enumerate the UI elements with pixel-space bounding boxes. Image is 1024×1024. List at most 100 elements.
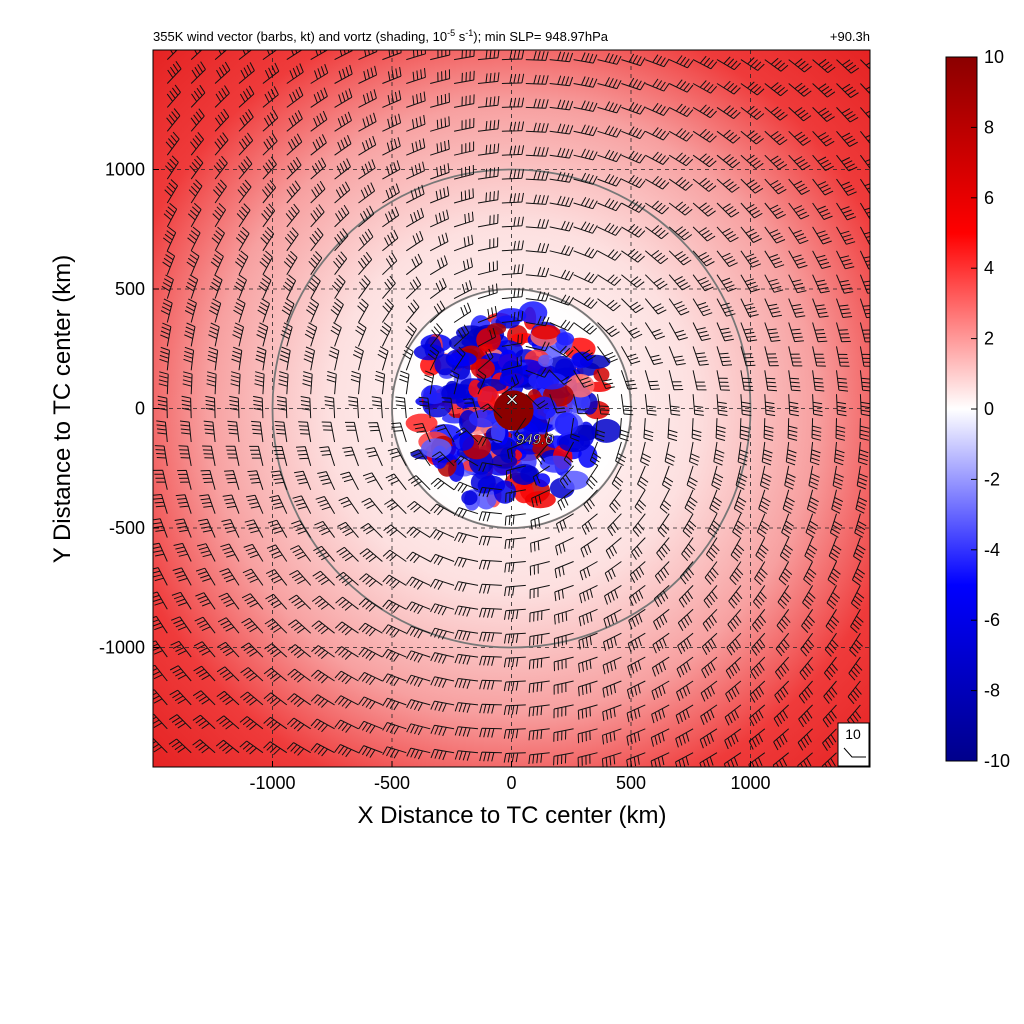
wind-barb-icon: [851, 561, 865, 586]
wind-barb-icon: [700, 680, 718, 702]
wind-barb-icon: [170, 640, 192, 658]
wind-barb-icon: [162, 226, 177, 252]
wind-barb-icon: [611, 465, 624, 490]
wind-barb-icon: [153, 567, 168, 586]
wind-barb-icon: [579, 561, 598, 581]
wind-barb-icon: [692, 370, 707, 391]
wind-barb-icon: [479, 631, 502, 642]
wind-barb-icon: [859, 250, 870, 270]
wind-barb-icon: [406, 526, 431, 539]
wind-barb-icon: [836, 346, 850, 367]
wind-barb-icon: [555, 537, 574, 556]
wind-barb-icon: [525, 74, 549, 85]
wind-barb-icon: [716, 105, 741, 120]
wind-barb-icon: [549, 123, 574, 135]
vorticity-cell: [486, 323, 507, 335]
wind-barb-icon: [549, 171, 574, 183]
wind-barb-icon: [216, 690, 240, 706]
wind-barb-icon: [570, 418, 580, 442]
wind-barb-icon: [278, 371, 289, 395]
wind-barb-icon: [477, 166, 499, 180]
wind-barb-icon: [651, 680, 670, 700]
wind-barb-icon: [750, 656, 766, 680]
wind-barb-icon: [454, 678, 479, 689]
wind-barb-icon: [233, 298, 246, 323]
wind-barb-icon: [711, 465, 724, 490]
wind-barb-icon: [532, 465, 550, 486]
wind-barb-icon: [430, 116, 450, 132]
wind-barb-icon: [740, 154, 764, 170]
wind-barb-icon: [812, 130, 835, 147]
wind-barb-icon: [740, 105, 765, 120]
colorbar-tick-label: 4: [984, 258, 994, 278]
vorticity-cell: [461, 490, 478, 506]
wind-barb-icon: [267, 519, 288, 538]
wind-barb-icon: [453, 164, 474, 180]
wind-barb-icon: [501, 264, 524, 276]
wind-barb-icon: [192, 690, 216, 706]
wind-barb-icon: [764, 394, 776, 417]
wind-barb-icon: [454, 726, 479, 737]
wind-barb-icon: [836, 178, 857, 196]
wind-barb-icon: [579, 584, 598, 604]
wind-barb-icon: [205, 395, 216, 419]
wind-barb-icon: [549, 269, 574, 281]
wind-barb-icon: [166, 61, 182, 84]
wind-barb-icon: [525, 194, 549, 205]
wind-barb-icon: [441, 397, 455, 419]
wind-barb-icon: [477, 95, 500, 108]
wind-barb-icon: [214, 50, 228, 60]
wind-barb-icon: [501, 192, 524, 204]
wind-barb-icon: [153, 738, 168, 754]
wind-barb-icon: [333, 251, 348, 276]
wind-barb-icon: [382, 549, 407, 562]
wind-barb-icon: [604, 561, 622, 582]
wind-barb-icon: [463, 398, 479, 419]
wind-barb-icon: [328, 346, 340, 371]
wind-barb-icon: [761, 441, 773, 466]
wind-barb-icon: [406, 114, 426, 132]
wind-barb-icon: [479, 727, 502, 738]
wind-barb-icon: [621, 298, 644, 314]
wind-barb-icon: [158, 371, 169, 395]
wind-barb-icon: [262, 179, 277, 204]
wind-barb-icon: [352, 346, 364, 371]
wind-barb-icon: [357, 298, 369, 323]
wind-barb-icon: [406, 68, 426, 84]
wind-barb-icon: [282, 274, 297, 299]
wind-barb-icon: [859, 370, 870, 392]
wind-barb-icon: [860, 130, 870, 145]
wind-barb-icon: [686, 465, 698, 490]
wind-barb-icon: [262, 156, 277, 180]
wind-barb-icon: [477, 348, 494, 371]
wind-barb-icon: [812, 298, 829, 318]
wind-barb-icon: [707, 513, 721, 538]
wind-barb-icon: [185, 274, 199, 299]
wind-barb-icon: [664, 441, 676, 466]
wind-barb-icon: [337, 521, 359, 538]
wind-barb-icon: [239, 691, 264, 706]
wind-barb-icon: [716, 202, 740, 218]
wind-barb-icon: [262, 86, 279, 108]
wind-barb-icon: [836, 83, 859, 99]
wind-barb-icon: [454, 532, 479, 544]
wind-barb-icon: [358, 597, 383, 612]
wind-barb-icon: [477, 50, 500, 61]
wind-barb-icon: [429, 528, 455, 541]
wind-barb-icon: [374, 370, 386, 395]
wind-barb-icon: [621, 199, 646, 213]
wind-barb-icon: [812, 58, 836, 74]
wind-barb-icon: [644, 274, 668, 290]
wind-barb-icon: [286, 717, 311, 732]
wind-barb-icon: [716, 226, 739, 243]
wind-barb-icon: [241, 593, 264, 610]
wind-barb-icon: [692, 226, 716, 242]
wind-barb-icon: [169, 714, 192, 730]
wind-barb-icon: [406, 747, 431, 760]
wind-barb-icon: [195, 592, 216, 610]
wind-barb-icon: [597, 274, 622, 286]
wind-barb-icon: [334, 744, 359, 758]
wind-barb-icon: [357, 251, 373, 276]
colorbar-tick-label: -4: [984, 540, 1000, 560]
wind-barb-icon: [644, 346, 663, 365]
